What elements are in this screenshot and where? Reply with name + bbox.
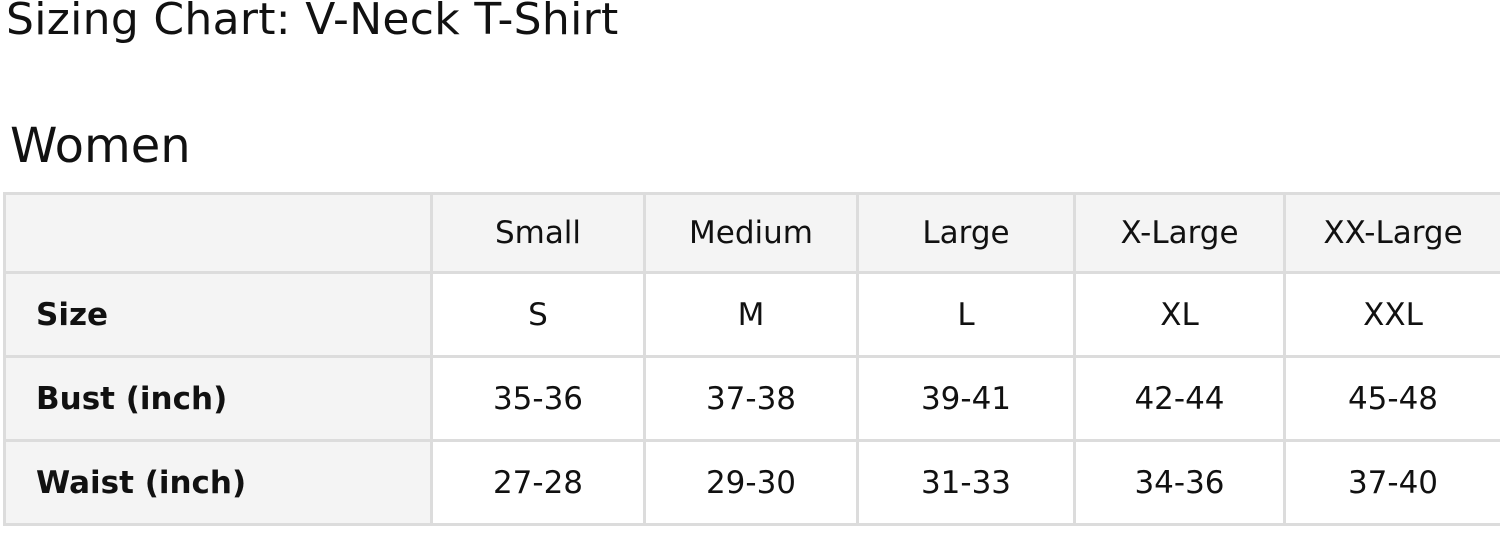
row-label: Bust (inch) <box>3 355 433 442</box>
table-cell: 42-44 <box>1073 355 1286 442</box>
table-cell: 35-36 <box>430 355 646 442</box>
table-cell: 45-48 <box>1283 355 1500 442</box>
table-cell: M <box>643 271 859 358</box>
row-label: Size <box>3 271 433 358</box>
table-cell: 31-33 <box>856 439 1076 526</box>
section-heading: Women <box>10 118 191 174</box>
size-table: Small Medium Large X-Large XX-Large Size… <box>3 192 1500 526</box>
header-cell: X-Large <box>1073 192 1286 274</box>
header-cell-empty <box>3 192 433 274</box>
table-row: Bust (inch) 35-36 37-38 39-41 42-44 45-4… <box>3 355 1500 442</box>
row-label: Waist (inch) <box>3 439 433 526</box>
table-cell: 34-36 <box>1073 439 1286 526</box>
header-cell: Medium <box>643 192 859 274</box>
page-title: Sizing Chart: V-Neck T-Shirt <box>6 0 619 45</box>
table-cell: 37-40 <box>1283 439 1500 526</box>
table-cell: 37-38 <box>643 355 859 442</box>
table-cell: XL <box>1073 271 1286 358</box>
table-cell: 27-28 <box>430 439 646 526</box>
table-row: Waist (inch) 27-28 29-30 31-33 34-36 37-… <box>3 439 1500 526</box>
table-cell: S <box>430 271 646 358</box>
header-cell: XX-Large <box>1283 192 1500 274</box>
header-cell: Large <box>856 192 1076 274</box>
header-row: Small Medium Large X-Large XX-Large <box>3 192 1500 274</box>
table-cell: 29-30 <box>643 439 859 526</box>
table-cell: XXL <box>1283 271 1500 358</box>
table-row: Size S M L XL XXL <box>3 271 1500 358</box>
header-cell: Small <box>430 192 646 274</box>
table-cell: 39-41 <box>856 355 1076 442</box>
table-cell: L <box>856 271 1076 358</box>
